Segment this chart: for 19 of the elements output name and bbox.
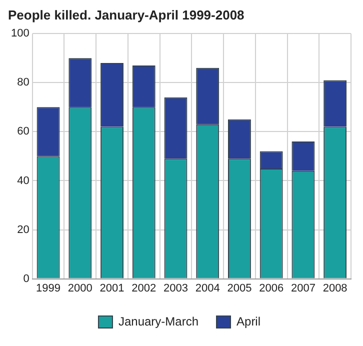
x-tick-label: 2008 (322, 282, 348, 294)
x-tick-label: 1999 (36, 282, 61, 294)
y-tick-label: 60 (17, 126, 30, 138)
x-tick-label: 2003 (164, 282, 188, 294)
x-tick-label: 2007 (290, 282, 316, 294)
x-tick-label: 2004 (195, 282, 220, 294)
y-tick-label: 40 (17, 174, 30, 187)
y-tick-label: 20 (17, 224, 30, 236)
x-tick-label: 2005 (227, 282, 252, 294)
legend-label: January-March (118, 314, 199, 328)
y-tick-label: 0 (23, 272, 30, 285)
y-tick-label: 80 (17, 76, 30, 89)
x-tick-label: 2002 (132, 282, 156, 294)
legend-label: April (236, 314, 261, 328)
chart-title: People killed. January-April 1999-2008 (8, 7, 244, 22)
y-tick-label: 100 (10, 28, 30, 40)
x-tick-label: 2006 (259, 282, 284, 294)
x-tick-label: 2001 (100, 282, 124, 294)
x-tick-label: 2000 (68, 282, 92, 294)
